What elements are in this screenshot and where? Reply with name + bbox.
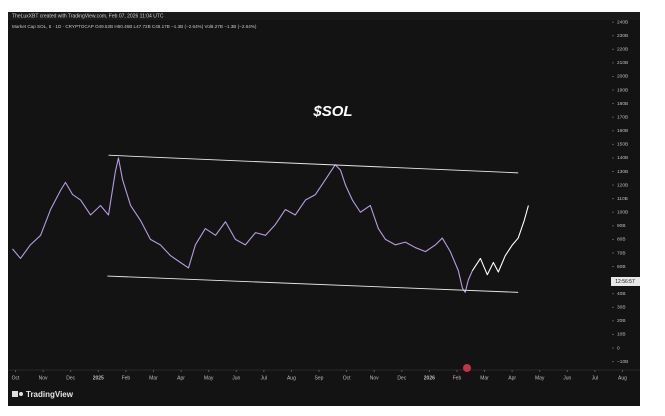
logo-mark — [12, 391, 18, 397]
x-tick-label: Oct — [343, 375, 351, 381]
y-tick-label: 210B — [617, 60, 628, 66]
x-tick-label: Dec — [66, 375, 75, 381]
marks — [12, 154, 529, 293]
y-tick-label: 160B — [617, 128, 628, 134]
x-tick-label: Jul — [261, 375, 267, 381]
x-tick-label: Jun — [563, 375, 571, 381]
brand: TradingView — [26, 390, 74, 399]
y-tick-label: 230B — [617, 33, 628, 39]
x-tick-label: Mar — [149, 375, 158, 381]
x-tick-label: Oct — [12, 375, 20, 381]
y-tick-label: 90B — [617, 223, 626, 229]
event-icon — [463, 364, 471, 372]
series-line — [107, 275, 519, 293]
x-tick-label: Feb — [453, 375, 462, 381]
y-tick-label: 40B — [617, 291, 626, 297]
x-tick-label: 2025 — [93, 375, 104, 381]
x-tick-label: Jun — [232, 375, 240, 381]
x-tick-label: Nov — [39, 375, 48, 381]
y-tick-label: 190B — [617, 87, 628, 93]
y-tick-label: 10B — [617, 332, 626, 338]
y-tick-label: 70B — [617, 250, 626, 256]
y-tick-label: 150B — [617, 142, 628, 148]
y-tick-label: 240B — [617, 19, 628, 25]
x-tick-label: Feb — [122, 375, 131, 381]
attribution: TheLuxXBT created with TradingView.com, … — [12, 13, 164, 19]
y-tick-label: 30B — [617, 305, 626, 311]
series-line — [12, 157, 473, 293]
price-label: 12:56:57 — [615, 279, 635, 285]
x-tick-label: Mar — [480, 375, 489, 381]
x-tick-label: Aug — [287, 375, 296, 381]
chart-background — [8, 12, 640, 406]
y-tick-label: 80B — [617, 237, 626, 243]
y-tick-label: 200B — [617, 74, 628, 80]
y-tick-label: 170B — [617, 114, 628, 120]
y-tick-label: 20B — [617, 318, 626, 324]
y-tick-label: 180B — [617, 101, 628, 107]
y-tick-label: 110B — [617, 196, 628, 202]
x-tick-label: May — [204, 375, 214, 381]
x-tick-label: Aug — [618, 375, 627, 381]
symbol-info: Market Cap SOL, 5 · 1D · CRYPTOCAP O49.5… — [12, 24, 257, 29]
y-tick-label: 140B — [617, 155, 628, 161]
header-bar — [8, 12, 640, 20]
logo-dot — [19, 392, 23, 396]
x-tick-label: Apr — [508, 375, 516, 381]
x-tick-label: May — [535, 375, 545, 381]
y-tick-label: −10B — [617, 359, 628, 365]
x-tick-label: Jul — [592, 375, 598, 381]
x-tick-label: Nov — [370, 375, 379, 381]
x-tick-label: Dec — [397, 375, 406, 381]
series-line — [108, 154, 519, 174]
series-line — [471, 205, 529, 276]
y-tick-label: 220B — [617, 47, 628, 53]
x-tick-label: Sep — [315, 375, 324, 381]
brand-logo — [12, 391, 23, 397]
y-axis-panel — [612, 20, 640, 370]
y-tick-label: 100B — [617, 210, 628, 216]
y-tick-label: 60B — [617, 264, 626, 270]
y-tick-label: 0 — [617, 345, 620, 351]
price-label-box — [611, 277, 640, 286]
x-tick-label: Apr — [177, 375, 185, 381]
x-tick-label: 2026 — [424, 375, 435, 381]
y-tick-label: 130B — [617, 169, 628, 175]
y-tick-label: 120B — [617, 182, 628, 188]
chart-title: $SOL — [312, 103, 352, 120]
